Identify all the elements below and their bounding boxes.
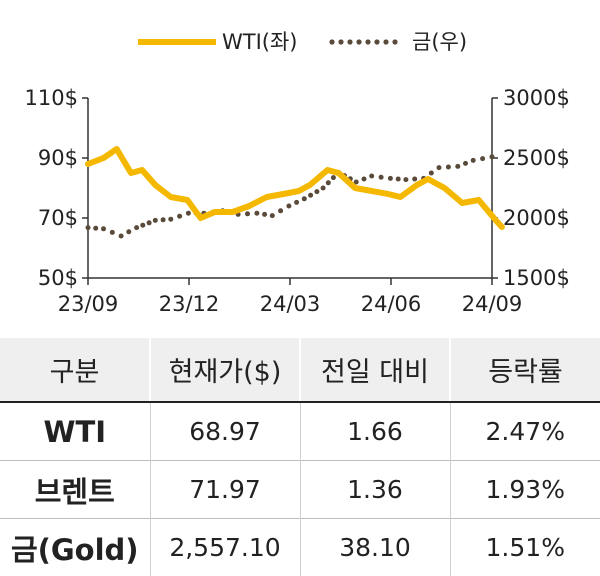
gold-point	[480, 156, 485, 161]
gold-point	[314, 189, 319, 194]
gold-point	[362, 177, 367, 182]
gold-point	[446, 165, 451, 170]
legend: WTI(좌) 금(우)	[138, 30, 467, 54]
gold-point	[93, 226, 98, 231]
chart: WTI(좌) 금(우) 110$ 90$ 70$ 50$ 3000$ 2500$	[0, 0, 600, 330]
gold-point	[321, 186, 326, 191]
header-current-price: 현재가($)	[150, 338, 300, 402]
change-cell: 1.66	[300, 402, 450, 461]
legend-label-gold: 금(우)	[412, 30, 467, 54]
right-axis: 3000$ 2500$ 2000$ 1500$	[492, 86, 570, 290]
x-axis: 23/09 23/12 24/03 24/06 24/09	[58, 278, 523, 316]
gold-point	[262, 212, 267, 217]
gold-point	[308, 193, 313, 198]
legend-dot	[356, 39, 361, 44]
x-tick-label-2409: 24/09	[462, 292, 523, 316]
legend-dot	[392, 39, 397, 44]
price-table: 구분 현재가($) 전일 대비 등락률 WTI 68.97 1.66 2.47%…	[0, 338, 600, 576]
gold-point	[153, 218, 158, 223]
x-tick-label-2403: 24/03	[260, 292, 321, 316]
gold-point	[177, 214, 182, 219]
gold-point	[186, 211, 191, 216]
series-wti	[88, 149, 502, 227]
gold-point	[369, 174, 374, 179]
right-tick-label-1500: 1500$	[503, 266, 570, 290]
left-tick-label-70: 70$	[38, 206, 78, 230]
gold-point	[134, 225, 139, 230]
gold-point	[278, 208, 283, 213]
gold-point	[168, 217, 173, 222]
right-tick-label-3000: 3000$	[503, 86, 570, 110]
change-rate-cell: 2.47%	[450, 402, 600, 461]
legend-dot	[383, 39, 388, 44]
legend-label-wti: WTI(좌)	[222, 30, 298, 54]
gold-point	[471, 158, 476, 163]
left-tick-label-90: 90$	[38, 146, 78, 170]
legend-dot	[338, 39, 343, 44]
gold-point	[302, 196, 307, 201]
gold-point	[270, 213, 275, 218]
left-tick-label-50: 50$	[38, 266, 78, 290]
series-gold	[86, 154, 495, 238]
x-tick-label-2309: 23/09	[58, 292, 119, 316]
x-tick-label-2312: 23/12	[159, 292, 220, 316]
table-row: 브렌트 71.97 1.36 1.93%	[0, 461, 600, 519]
right-tick-label-2000: 2000$	[503, 206, 570, 230]
table-row: WTI 68.97 1.66 2.47%	[0, 402, 600, 461]
chart-svg: WTI(좌) 금(우) 110$ 90$ 70$ 50$ 3000$ 2500$	[0, 0, 600, 330]
gold-point	[388, 176, 393, 181]
gold-point	[294, 200, 299, 205]
current-price-cell: 68.97	[150, 402, 300, 461]
gold-point	[463, 161, 468, 166]
gold-point	[86, 225, 91, 230]
current-price-cell: 2,557.10	[150, 519, 300, 576]
gold-point	[326, 180, 331, 185]
header-change: 전일 대비	[300, 338, 450, 402]
right-tick-label-2500: 2500$	[503, 146, 570, 170]
legend-dot	[374, 39, 379, 44]
legend-dot	[347, 39, 352, 44]
gold-point	[455, 164, 460, 169]
legend-dot	[329, 39, 334, 44]
gold-point	[161, 217, 166, 222]
gold-point	[379, 175, 384, 180]
gold-point	[403, 177, 408, 182]
change-rate-cell: 1.93%	[450, 461, 600, 519]
gold-point	[286, 204, 291, 209]
left-tick-label-110: 110$	[25, 86, 78, 110]
gold-point	[245, 211, 250, 216]
gold-point	[101, 226, 106, 231]
table-header-row: 구분 현재가($) 전일 대비 등락률	[0, 338, 600, 402]
gold-point	[331, 175, 336, 180]
header-category: 구분	[0, 338, 150, 402]
legend-dot	[365, 39, 370, 44]
current-price-cell: 71.97	[150, 461, 300, 519]
wti-line	[88, 149, 502, 227]
gold-point	[147, 220, 152, 225]
left-axis: 110$ 90$ 70$ 50$	[25, 86, 88, 290]
table-row: 금(Gold) 2,557.10 38.10 1.51%	[0, 519, 600, 576]
gold-point	[412, 177, 417, 182]
gold-point	[490, 154, 495, 159]
x-tick-label-2406: 24/06	[361, 292, 422, 316]
change-cell: 1.36	[300, 461, 450, 519]
change-rate-cell: 1.51%	[450, 519, 600, 576]
gold-point	[126, 229, 131, 234]
row-label: 브렌트	[0, 461, 150, 519]
gold-point	[254, 211, 259, 216]
gold-point	[119, 234, 124, 239]
header-change-rate: 등락률	[450, 338, 600, 402]
gold-point	[396, 177, 401, 182]
row-label: 금(Gold)	[0, 519, 150, 576]
gold-point	[110, 230, 115, 235]
row-label: WTI	[0, 402, 150, 461]
gold-point	[437, 165, 442, 170]
legend-swatch-gold	[329, 39, 397, 44]
gold-point	[429, 171, 434, 176]
price-table-container: 구분 현재가($) 전일 대비 등락률 WTI 68.97 1.66 2.47%…	[0, 338, 600, 576]
change-cell: 38.10	[300, 519, 450, 576]
gold-point	[140, 223, 145, 228]
